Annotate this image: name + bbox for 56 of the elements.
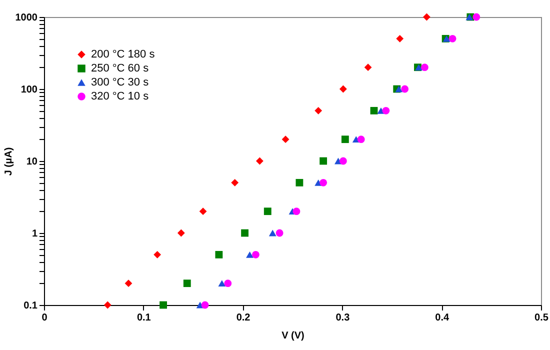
point: [396, 34, 404, 42]
point: [320, 157, 328, 165]
x-tick-label: 0.5: [534, 312, 549, 324]
legend-label: 320 °C 10 s: [91, 90, 150, 102]
point: [276, 229, 284, 237]
point: [252, 250, 260, 258]
point: [292, 208, 300, 216]
point: [183, 280, 191, 288]
point: [472, 13, 480, 21]
y-tick-label: 10: [26, 156, 38, 168]
y-axis-title: J (μA): [3, 147, 14, 176]
point: [124, 280, 132, 288]
point: [201, 301, 209, 309]
point: [160, 301, 167, 309]
point: [364, 64, 372, 72]
legend-label: 200 °C 180 s: [91, 48, 156, 60]
x-tick-label: 0.2: [236, 312, 251, 324]
legend-label: 300 °C 30 s: [91, 76, 150, 88]
point: [401, 85, 409, 93]
point: [246, 251, 254, 258]
point: [382, 106, 390, 114]
point: [339, 157, 347, 165]
point: [256, 157, 264, 165]
y-tick-label: 1: [32, 228, 38, 240]
point: [341, 136, 349, 144]
point: [370, 106, 378, 114]
y-tick-label: 1000: [15, 12, 38, 24]
point: [420, 64, 428, 72]
x-tick-label: 0.4: [435, 312, 450, 324]
point: [241, 229, 248, 237]
point: [296, 178, 304, 186]
x-tick-label: 0: [42, 312, 48, 324]
legend-label: 250 °C 60 s: [91, 62, 150, 74]
x-tick-label: 0.3: [336, 312, 350, 324]
point: [357, 136, 365, 144]
point: [177, 229, 185, 237]
point: [154, 250, 162, 258]
point: [377, 107, 385, 114]
point: [282, 136, 290, 144]
point: [264, 208, 272, 216]
point: [268, 230, 276, 236]
x-tick-label: 0.1: [136, 312, 152, 324]
point: [104, 301, 112, 309]
point: [215, 250, 223, 258]
y-tick-label: 100: [20, 84, 38, 96]
point: [199, 208, 207, 216]
point: [320, 178, 328, 186]
point: [339, 85, 347, 93]
point: [218, 280, 226, 287]
point: [422, 13, 430, 21]
x-axis-title: V (V): [282, 330, 304, 342]
point: [314, 106, 322, 114]
point: [448, 34, 456, 42]
point: [224, 280, 232, 288]
point: [231, 178, 239, 186]
y-tick-label: 0.1: [24, 300, 38, 312]
